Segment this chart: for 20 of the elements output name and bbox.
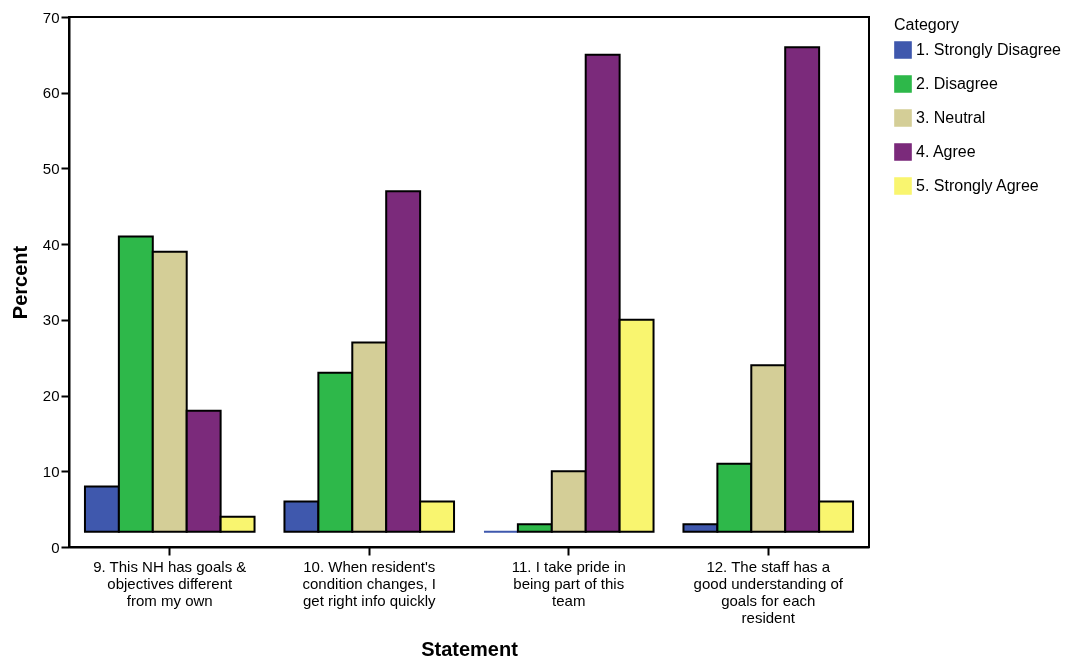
y-tick-label: 10 [42, 462, 60, 480]
y-tick-label: 40 [42, 235, 60, 253]
y-tick-label: 50 [42, 159, 60, 177]
x-tick-label: 12. The staff has a good understanding of goals for each resident [693, 557, 844, 626]
y-tick-label: 20 [42, 387, 60, 405]
y-axis-title: Percent [8, 245, 31, 320]
y-tick-label: 60 [42, 84, 60, 102]
y-tick-label: 70 [42, 8, 60, 26]
x-tick-label: 9. This NH has goals & objectives different from my own [93, 557, 247, 609]
legend-label: 3. Neutral [916, 109, 986, 126]
y-tick-label: 30 [42, 311, 60, 329]
x-tick-label: 11. I take pride in being part of this team [511, 557, 626, 609]
legend-title: Category [894, 16, 959, 33]
legend-label: 4. Agree [916, 143, 976, 160]
legend-label: 1. Strongly Disagree [916, 41, 1062, 58]
x-tick-label: 10. When resident's condition changes, I get right info quickly [302, 557, 437, 609]
x-axis-title: Statement [421, 637, 519, 660]
legend-label: 2. Disagree [916, 75, 998, 92]
legend-label: 5. Strongly Agree [916, 177, 1039, 194]
y-tick-label: 0 [51, 538, 60, 556]
